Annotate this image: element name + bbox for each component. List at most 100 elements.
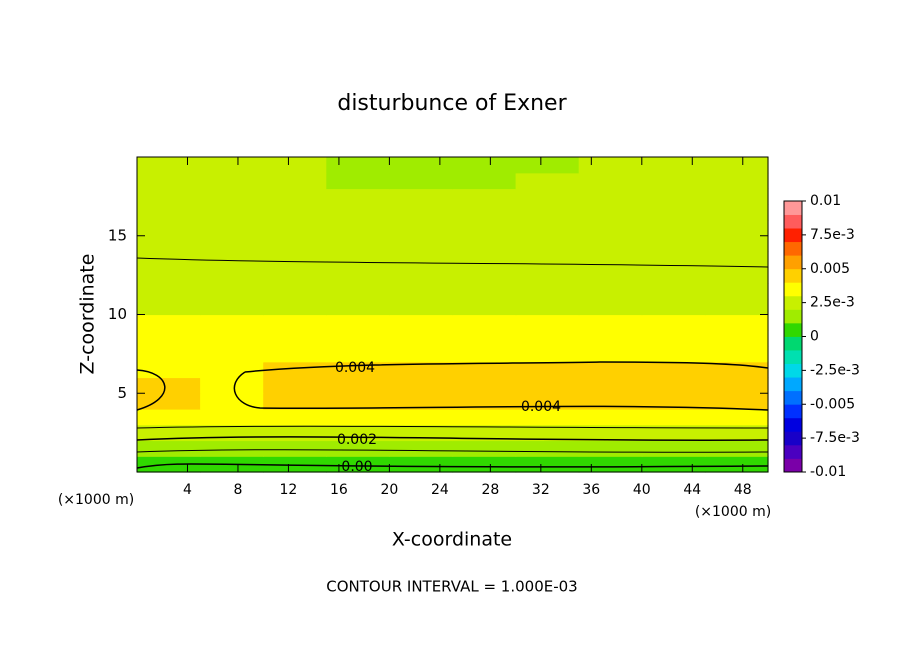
field-cell [389, 188, 454, 205]
colorbar-swatch [784, 201, 802, 215]
field-cell [263, 377, 327, 394]
field-cell [515, 377, 580, 394]
field-cell [578, 283, 643, 300]
contour-lines [136, 257, 769, 469]
chart-title: disturbunce of Exner [337, 91, 567, 116]
field-cell [263, 456, 327, 473]
field-cell [704, 330, 769, 347]
field-cell [200, 157, 264, 174]
field-cell [389, 377, 454, 394]
field-cell [578, 346, 643, 363]
field-cell [326, 188, 390, 205]
field-cell [200, 251, 264, 268]
field-cell [704, 267, 769, 284]
field-cell [641, 393, 706, 410]
x-tick-label: 16 [330, 482, 348, 498]
colorbar-swatch [784, 404, 802, 419]
colorbar-swatch [784, 377, 802, 392]
field-cell [704, 204, 769, 221]
field-cell [389, 330, 454, 347]
field-cell [389, 220, 454, 237]
field-cell [137, 220, 201, 237]
field-cell [704, 283, 769, 300]
field-cell [515, 204, 580, 221]
field-cell [452, 298, 517, 316]
field-cell [578, 409, 643, 426]
field-cell [578, 298, 643, 316]
x-tick-label: 8 [233, 482, 242, 498]
field-cell [200, 283, 264, 300]
contour-label: 0.004 [521, 399, 561, 415]
field-cell [389, 267, 454, 284]
field-cell [452, 346, 517, 363]
field-cell [704, 188, 769, 205]
colorbar-tick-label: -0.005 [810, 396, 855, 412]
colorbar-swatch [784, 282, 802, 297]
x-tick-label: 24 [431, 482, 449, 498]
x-tick-label: 32 [532, 482, 550, 498]
field-cell [515, 220, 580, 237]
x-unit: (×1000 m) [58, 492, 134, 508]
field-cell [641, 298, 706, 316]
colorbar-swatch [784, 214, 802, 229]
field-cell [641, 409, 706, 426]
field-cell [200, 298, 264, 316]
field-cell [452, 330, 517, 347]
field-cell [389, 361, 454, 379]
colorbar-swatch [784, 363, 802, 378]
field-cell [515, 440, 580, 457]
field-cell [452, 409, 517, 426]
contour-label: 0.004 [335, 360, 375, 376]
field-cell [578, 377, 643, 394]
x-tick-label: 12 [280, 482, 298, 498]
field-cell [263, 267, 327, 284]
field-cell [326, 283, 390, 300]
field-cell [452, 393, 517, 410]
field-cell [137, 393, 201, 410]
field-cell [389, 346, 454, 363]
field-cell [641, 283, 706, 300]
colorbar-swatch [784, 295, 802, 310]
contour-label: 0.00 [341, 459, 372, 475]
field-cell [704, 314, 769, 331]
field-cell [326, 157, 390, 174]
field-cell [137, 409, 201, 426]
field-cell [137, 330, 201, 347]
field-cell [389, 440, 454, 457]
field-cell [200, 235, 264, 253]
field-cell [578, 188, 643, 205]
field-cell [137, 283, 201, 300]
field-cell [641, 440, 706, 457]
x-tick-label: 44 [683, 482, 701, 498]
field-cell [200, 204, 264, 221]
field-cell [515, 456, 580, 473]
field-cell [137, 251, 201, 268]
field-cell [704, 235, 769, 253]
field-cell [263, 393, 327, 410]
y-unit: (×1000 m) [695, 504, 771, 520]
field-cell [578, 314, 643, 331]
field-cell [263, 361, 327, 379]
colorbar-tick-label: 0.01 [810, 193, 841, 209]
field-cell [641, 267, 706, 284]
field-cell [263, 298, 327, 316]
field-cell [515, 235, 580, 253]
colorbar-swatch [784, 241, 802, 256]
field-cell [704, 298, 769, 316]
field-cell [326, 393, 390, 410]
colorbar-tick-label: 0.005 [810, 261, 850, 277]
field-cell [137, 172, 201, 190]
field-cell [326, 409, 390, 426]
field-cell [704, 440, 769, 457]
field-cell [452, 235, 517, 253]
field-cell [641, 314, 706, 331]
y-tick-label: 15 [108, 226, 127, 244]
field-cell [515, 314, 580, 331]
field-cell [326, 346, 390, 363]
field-cell [389, 314, 454, 331]
field-cell [137, 314, 201, 331]
colorbar-swatch [784, 458, 802, 473]
field-cell [515, 267, 580, 284]
field-cell [263, 283, 327, 300]
field-cell [641, 346, 706, 363]
